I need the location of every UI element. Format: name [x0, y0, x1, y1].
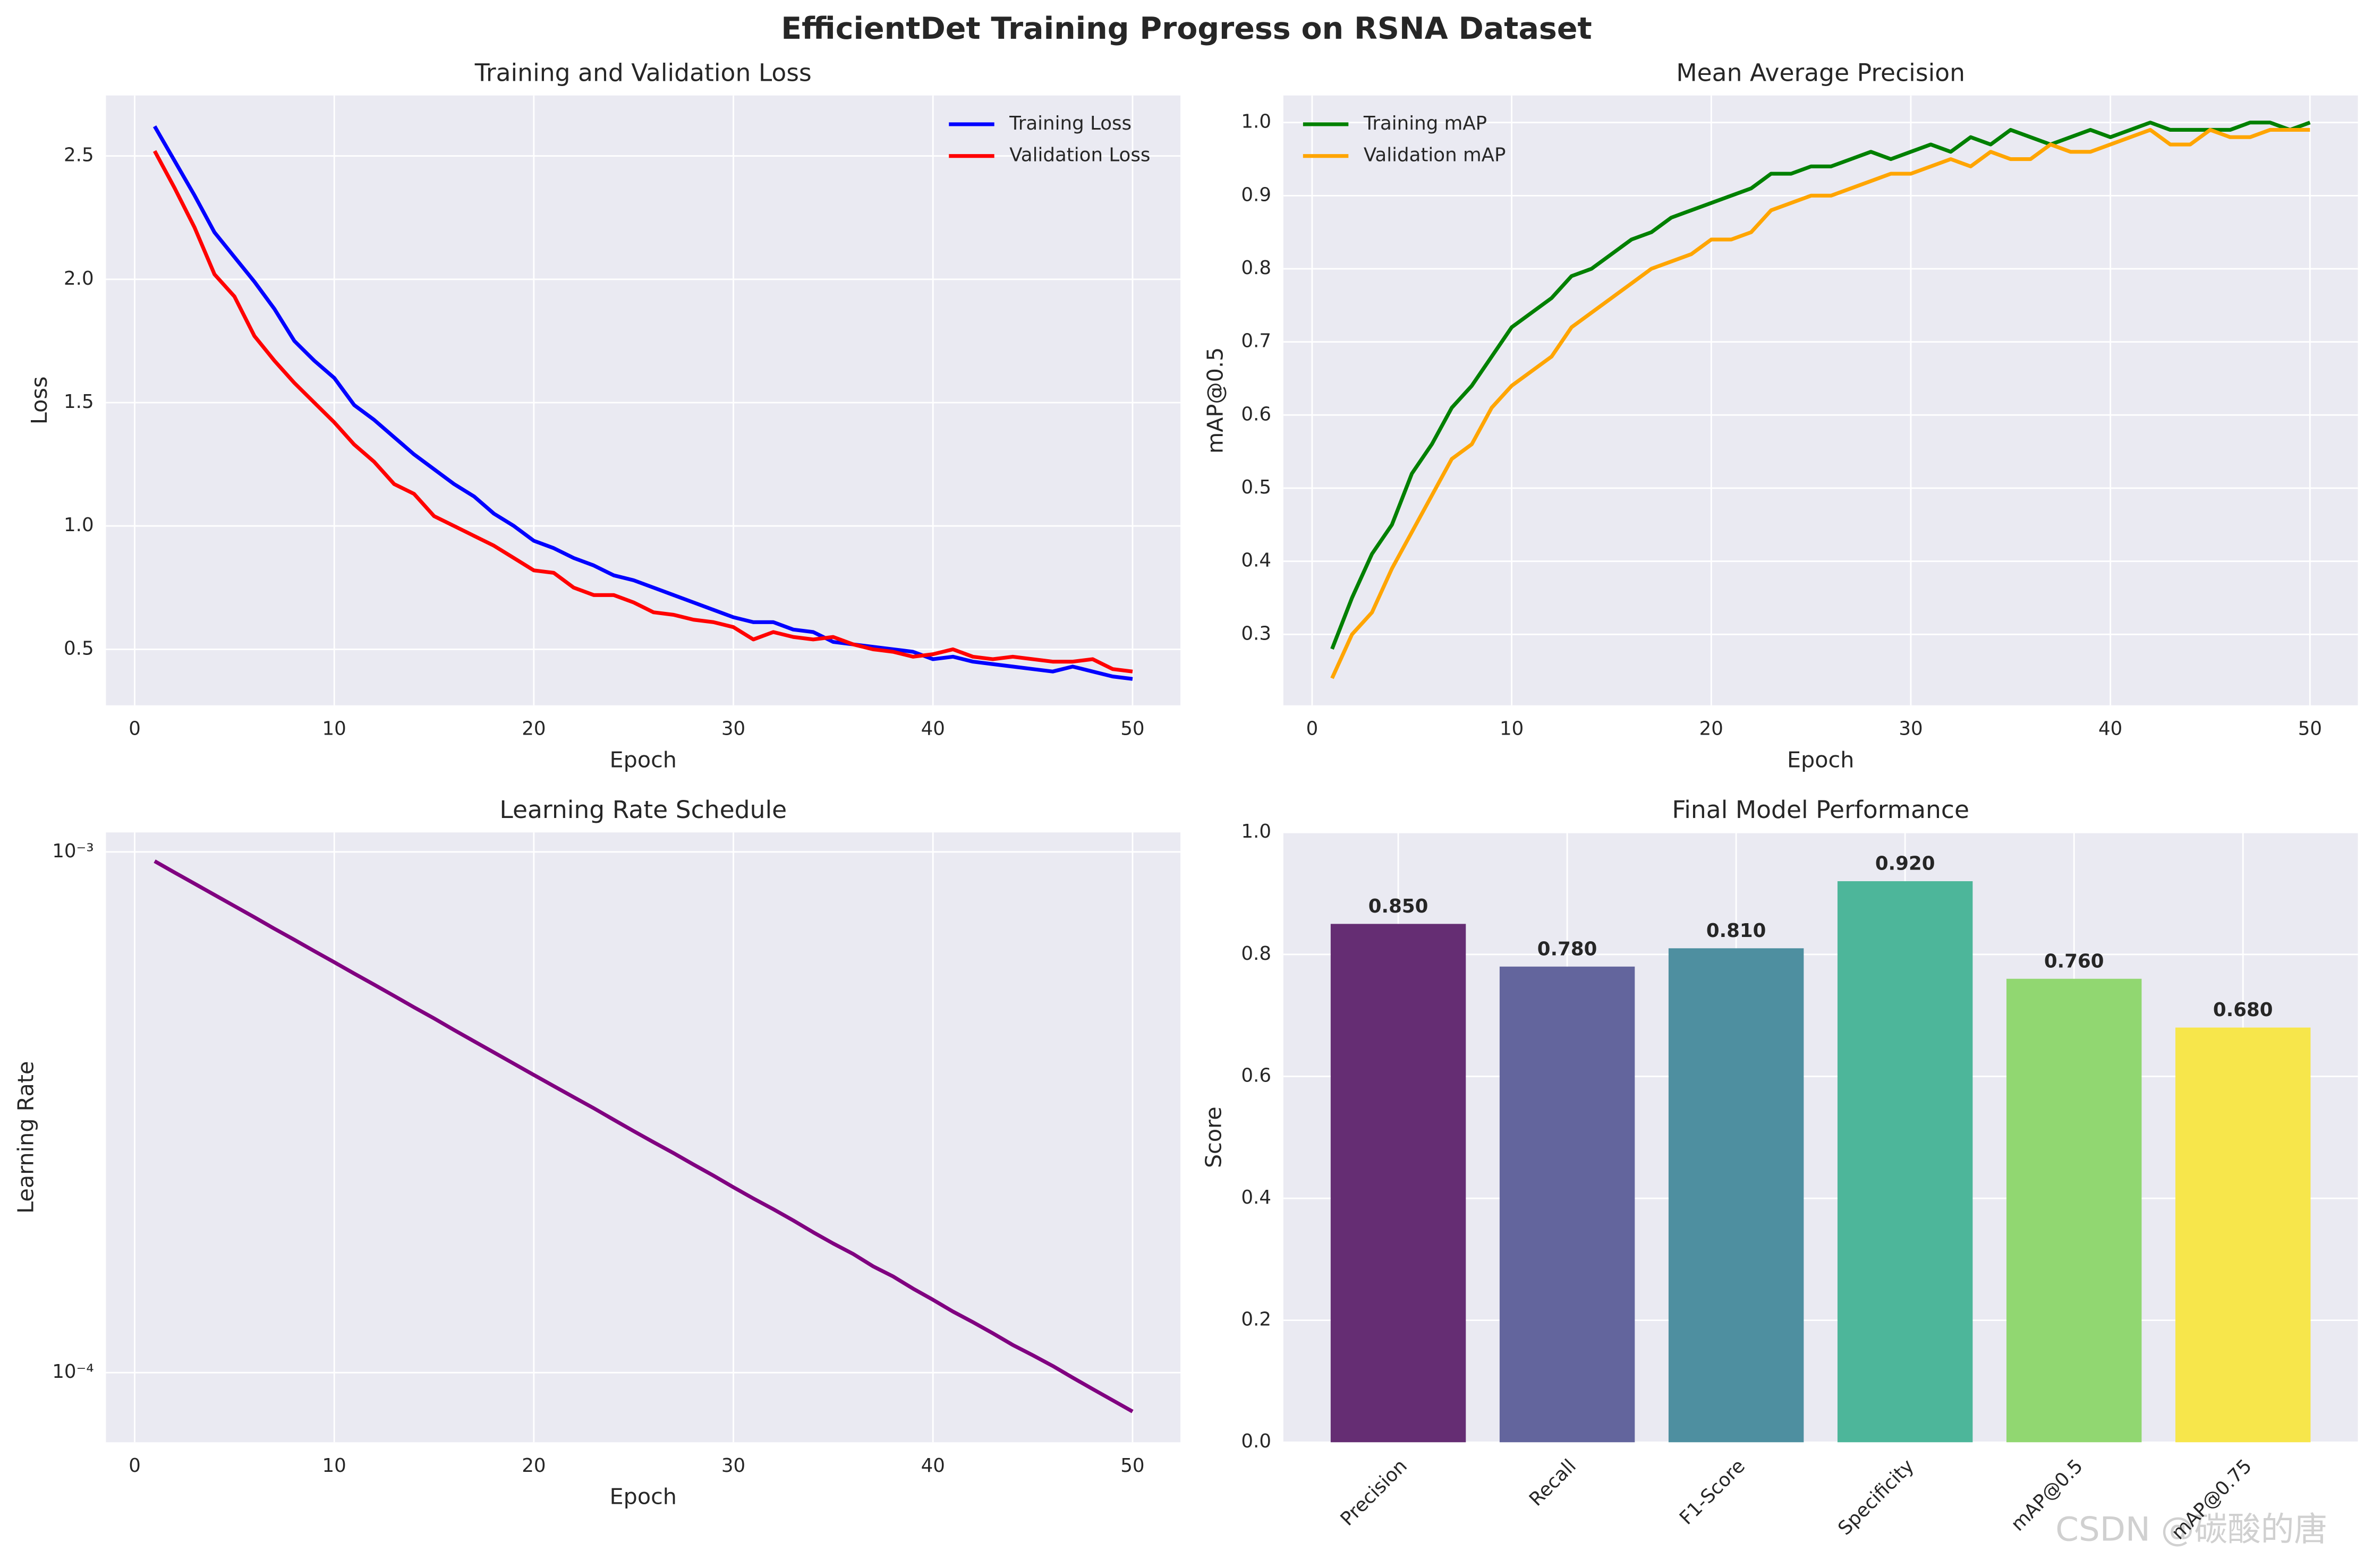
y-tick-label: 0.6 — [1241, 1064, 1271, 1086]
x-tick-label: 30 — [721, 718, 745, 739]
x-axis-label: Epoch — [1787, 747, 1854, 772]
y-tick-label: 0.2 — [1241, 1309, 1271, 1331]
chart-title: Final Model Performance — [1672, 796, 1969, 824]
x-tick-label: 0 — [129, 718, 141, 739]
line-series — [153, 125, 1133, 681]
legend-label: Validation Loss — [1009, 144, 1150, 166]
y-tick-label: 1.0 — [64, 514, 94, 536]
bar — [1837, 881, 1973, 1443]
y-tick-label: 0.5 — [1241, 476, 1271, 498]
bar — [2006, 978, 2142, 1443]
legend-label: Validation mAP — [1364, 144, 1506, 166]
bar — [1499, 966, 1635, 1443]
chart-title: Training and Validation Loss — [474, 58, 812, 87]
line-series — [1330, 121, 2311, 650]
y-tick-label: 0.9 — [1241, 184, 1271, 206]
plot-background — [106, 95, 1181, 705]
bar — [2175, 1027, 2311, 1443]
y-tick-label: 10⁻³ — [52, 840, 93, 862]
y-tick-label: 1.0 — [1241, 111, 1271, 133]
x-tick-label: F1-Score — [1675, 1455, 1749, 1529]
chart-title: Learning Rate Schedule — [499, 796, 787, 824]
y-tick-label: 0.4 — [1241, 550, 1271, 572]
y-axis-label: Learning Rate — [13, 1061, 38, 1214]
line-series — [1330, 127, 2310, 679]
value-label: 0.760 — [2044, 950, 2104, 972]
x-tick-label: 20 — [522, 1455, 546, 1477]
x-tick-label: Recall — [1525, 1455, 1580, 1511]
x-tick-label: 40 — [921, 718, 945, 739]
legend-label: Training Loss — [1009, 113, 1132, 134]
y-tick-label: 0.8 — [1241, 943, 1271, 965]
x-axis-label: Epoch — [610, 1484, 677, 1510]
y-tick-label: 2.0 — [64, 268, 94, 289]
y-tick-label: 0.7 — [1241, 330, 1271, 352]
figure-title: EfficientDet Training Progress on RSNA D… — [781, 11, 1592, 46]
chart-title: Mean Average Precision — [1676, 58, 1965, 87]
y-axis-label: Score — [1201, 1106, 1227, 1168]
x-axis-label: Epoch — [610, 747, 677, 772]
y-tick-label: 1.0 — [1241, 821, 1271, 842]
x-tick-label: 50 — [1120, 1455, 1144, 1477]
y-tick-label: 0.0 — [1241, 1430, 1271, 1452]
x-tick-label: 50 — [2298, 718, 2322, 739]
value-label: 0.680 — [2213, 999, 2273, 1021]
y-tick-label: 1.5 — [64, 391, 94, 413]
line-series — [154, 859, 1134, 1413]
y-tick-label: 0.8 — [1241, 257, 1271, 279]
x-tick-label: 10 — [1500, 718, 1524, 739]
y-tick-label: 0.3 — [1241, 623, 1271, 644]
legend-label: Training mAP — [1363, 113, 1487, 134]
y-tick-label: 0.5 — [64, 637, 94, 659]
y-tick-label: 2.5 — [64, 144, 94, 166]
y-tick-label: 0.6 — [1241, 403, 1271, 425]
x-tick-label: Precision — [1337, 1455, 1411, 1530]
x-tick-label: 10 — [322, 718, 346, 739]
line-series — [152, 150, 1133, 674]
x-tick-label: 20 — [522, 718, 546, 739]
plot-background — [1283, 95, 2358, 705]
x-tick-label: 0 — [129, 1455, 141, 1477]
value-label: 0.850 — [1368, 896, 1428, 917]
value-label: 0.920 — [1875, 853, 1935, 875]
x-tick-label: 30 — [1899, 718, 1923, 739]
x-tick-label: 40 — [2098, 718, 2122, 739]
watermark: CSDN @碳酸的唐 — [2055, 1510, 2327, 1548]
x-tick-label: 40 — [921, 1455, 945, 1477]
bar — [1330, 924, 1466, 1443]
bar — [1668, 948, 1804, 1443]
value-label: 0.780 — [1537, 938, 1597, 960]
x-tick-label: 30 — [721, 1455, 745, 1477]
value-label: 0.810 — [1706, 920, 1766, 942]
x-tick-label: 10 — [322, 1455, 346, 1477]
x-tick-label: Specificity — [1834, 1455, 1918, 1540]
y-tick-label: 10⁻⁴ — [52, 1361, 93, 1383]
x-tick-label: 50 — [1120, 718, 1144, 739]
y-tick-label: 0.4 — [1241, 1187, 1271, 1208]
x-tick-label: 20 — [1699, 718, 1723, 739]
x-tick-label: 0 — [1306, 718, 1319, 739]
y-axis-label: mAP@0.5 — [1202, 347, 1228, 454]
y-axis-label: Loss — [27, 377, 52, 425]
